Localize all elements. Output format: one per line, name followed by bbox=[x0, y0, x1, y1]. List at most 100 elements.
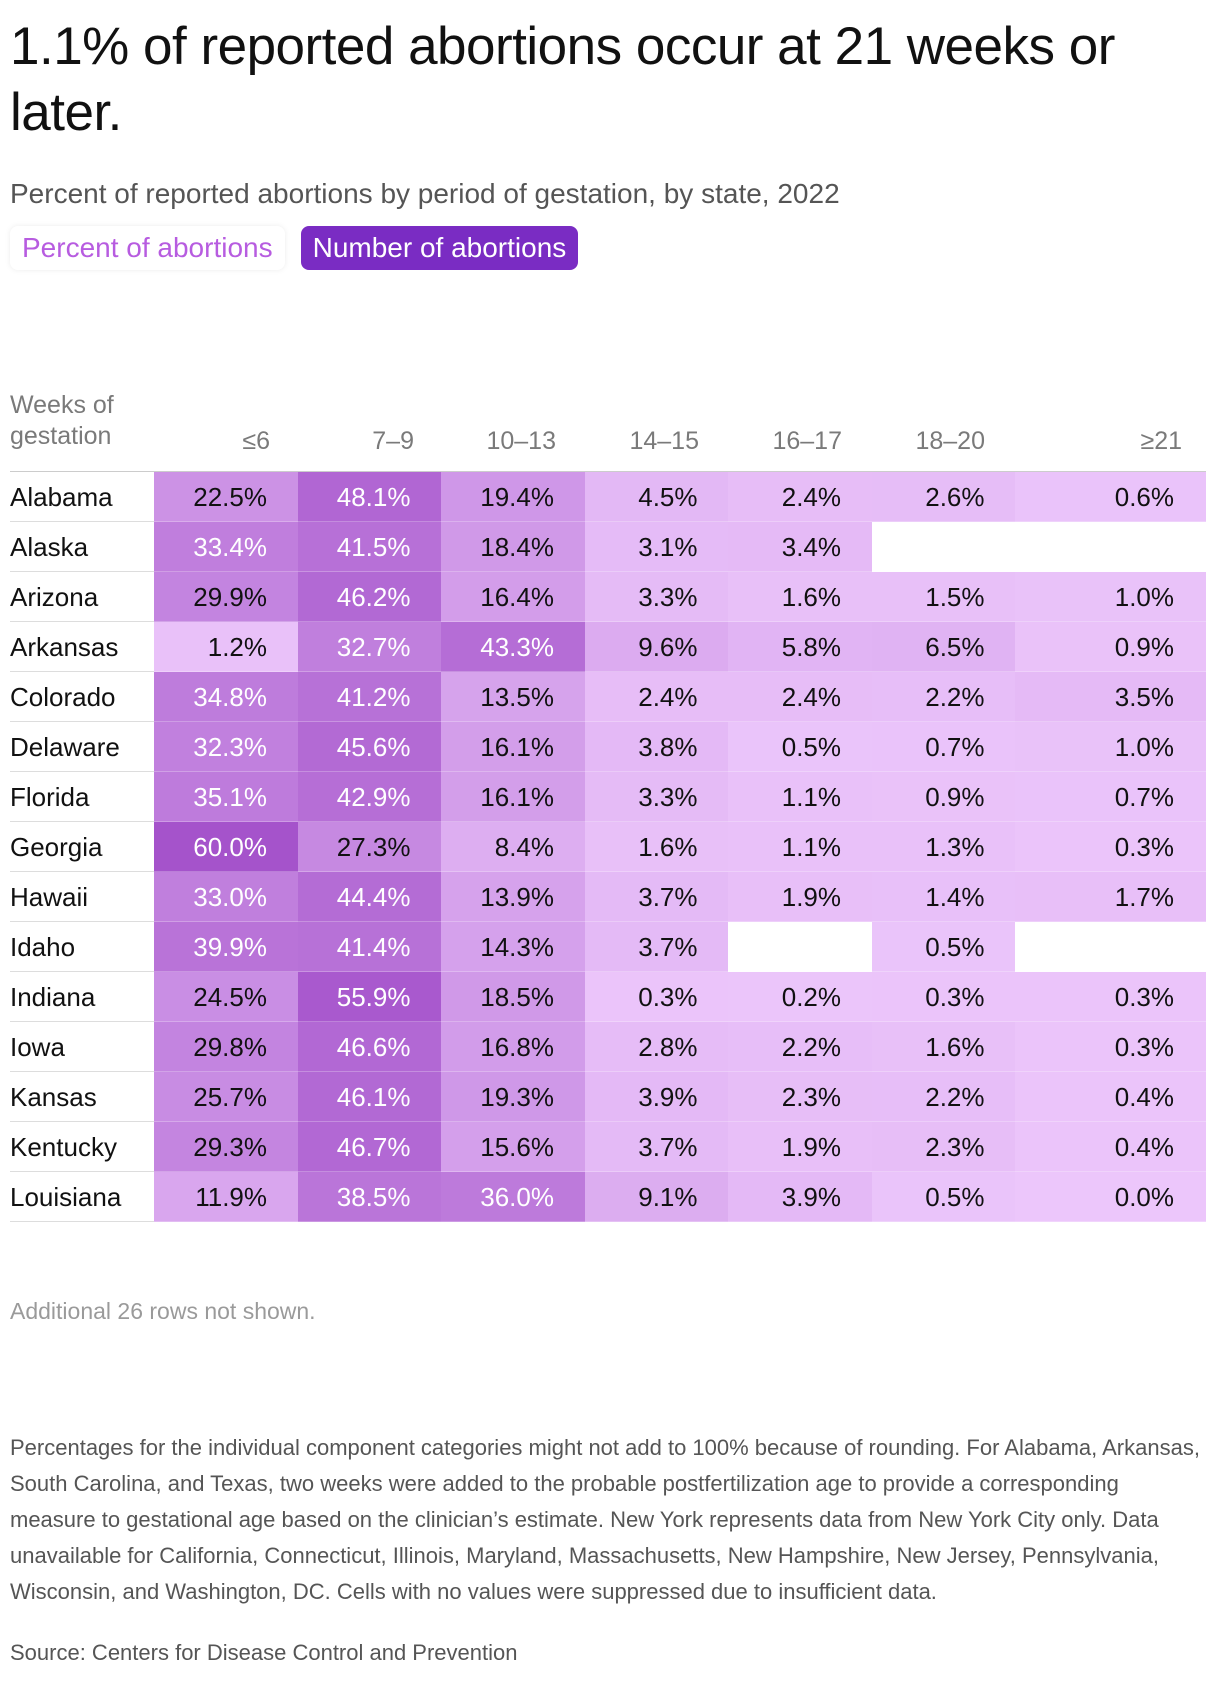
heatmap-cell[interactable]: 29.8% bbox=[154, 1022, 299, 1072]
heatmap-cell[interactable]: 3.8% bbox=[584, 722, 730, 772]
heatmap-cell[interactable]: 1.6% bbox=[584, 822, 730, 872]
heatmap-cell[interactable]: 3.9% bbox=[584, 1072, 730, 1122]
heatmap-cell[interactable]: 1.9% bbox=[728, 1122, 873, 1172]
heatmap-cell[interactable]: 46.2% bbox=[297, 572, 443, 622]
heatmap-cell[interactable]: 1.7% bbox=[1015, 872, 1206, 922]
heatmap-cell[interactable]: 15.6% bbox=[441, 1122, 586, 1172]
heatmap-cell[interactable]: 48.1% bbox=[297, 472, 443, 522]
heatmap-cell[interactable]: 19.4% bbox=[441, 472, 586, 522]
heatmap-cell[interactable]: 4.5% bbox=[584, 472, 730, 522]
heatmap-cell[interactable]: 9.1% bbox=[584, 1172, 730, 1222]
heatmap-cell[interactable]: 38.5% bbox=[297, 1172, 443, 1222]
heatmap-cell[interactable]: 18.4% bbox=[441, 522, 586, 572]
heatmap-cell[interactable]: 3.3% bbox=[584, 572, 730, 622]
heatmap-cell[interactable]: 13.5% bbox=[441, 672, 586, 722]
heatmap-cell[interactable]: 1.4% bbox=[871, 872, 1017, 922]
heatmap-cell[interactable]: 6.5% bbox=[871, 622, 1017, 672]
heatmap-cell[interactable]: 0.5% bbox=[871, 922, 1017, 972]
heatmap-cell[interactable]: 34.8% bbox=[154, 672, 299, 722]
heatmap-cell[interactable]: 18.5% bbox=[441, 972, 586, 1022]
heatmap-cell[interactable]: 16.4% bbox=[441, 572, 586, 622]
heatmap-cell[interactable]: 2.4% bbox=[584, 672, 730, 722]
heatmap-cell[interactable]: 29.3% bbox=[154, 1122, 299, 1172]
heatmap-cell[interactable]: 25.7% bbox=[154, 1072, 299, 1122]
heatmap-cell[interactable]: 55.9% bbox=[297, 972, 443, 1022]
column-header[interactable]: 7–9 bbox=[372, 427, 414, 455]
heatmap-cell[interactable]: 1.0% bbox=[1015, 722, 1206, 772]
heatmap-cell[interactable]: 14.3% bbox=[441, 922, 586, 972]
heatmap-cell[interactable]: 46.1% bbox=[297, 1072, 443, 1122]
heatmap-cell[interactable]: 16.8% bbox=[441, 1022, 586, 1072]
heatmap-cell[interactable]: 60.0% bbox=[154, 822, 299, 872]
heatmap-cell[interactable]: 0.7% bbox=[1015, 772, 1206, 822]
heatmap-cell[interactable]: 9.6% bbox=[584, 622, 730, 672]
heatmap-cell[interactable]: 3.4% bbox=[728, 522, 873, 572]
heatmap-cell[interactable]: 22.5% bbox=[154, 472, 299, 522]
heatmap-cell[interactable]: 33.0% bbox=[154, 872, 299, 922]
heatmap-cell[interactable]: 1.1% bbox=[728, 772, 873, 822]
column-header[interactable]: ≤6 bbox=[242, 427, 270, 455]
heatmap-cell[interactable]: 16.1% bbox=[441, 772, 586, 822]
heatmap-cell[interactable]: 2.3% bbox=[728, 1072, 873, 1122]
heatmap-cell[interactable]: 2.4% bbox=[728, 672, 873, 722]
heatmap-cell[interactable]: 2.2% bbox=[728, 1022, 873, 1072]
heatmap-cell[interactable]: 16.1% bbox=[441, 722, 586, 772]
heatmap-cell[interactable] bbox=[1015, 522, 1206, 572]
heatmap-cell[interactable]: 35.1% bbox=[154, 772, 299, 822]
heatmap-cell[interactable]: 32.7% bbox=[297, 622, 443, 672]
heatmap-cell[interactable]: 1.6% bbox=[728, 572, 873, 622]
heatmap-cell[interactable]: 43.3% bbox=[441, 622, 586, 672]
heatmap-cell[interactable]: 1.3% bbox=[871, 822, 1017, 872]
heatmap-cell[interactable]: 0.3% bbox=[584, 972, 730, 1022]
heatmap-cell[interactable]: 3.7% bbox=[584, 1122, 730, 1172]
heatmap-cell[interactable]: 11.9% bbox=[154, 1172, 299, 1222]
heatmap-cell[interactable]: 0.6% bbox=[1015, 472, 1206, 522]
heatmap-cell[interactable]: 0.4% bbox=[1015, 1072, 1206, 1122]
column-header[interactable]: 18–20 bbox=[915, 427, 985, 455]
heatmap-cell[interactable]: 1.9% bbox=[728, 872, 873, 922]
heatmap-cell[interactable]: 0.3% bbox=[871, 972, 1017, 1022]
heatmap-cell[interactable] bbox=[1015, 922, 1206, 972]
heatmap-cell[interactable]: 32.3% bbox=[154, 722, 299, 772]
heatmap-cell[interactable]: 1.6% bbox=[871, 1022, 1017, 1072]
heatmap-cell[interactable]: 3.7% bbox=[584, 872, 730, 922]
number-of-abortions-toggle[interactable]: Number of abortions bbox=[300, 226, 579, 270]
percent-of-abortions-toggle[interactable]: Percent of abortions bbox=[10, 226, 285, 270]
heatmap-cell[interactable]: 42.9% bbox=[297, 772, 443, 822]
heatmap-cell[interactable]: 2.2% bbox=[871, 672, 1017, 722]
heatmap-cell[interactable]: 0.7% bbox=[871, 722, 1017, 772]
heatmap-cell[interactable]: 24.5% bbox=[154, 972, 299, 1022]
heatmap-cell[interactable]: 27.3% bbox=[297, 822, 443, 872]
heatmap-cell[interactable]: 33.4% bbox=[154, 522, 299, 572]
heatmap-cell[interactable]: 19.3% bbox=[441, 1072, 586, 1122]
heatmap-cell[interactable]: 44.4% bbox=[297, 872, 443, 922]
heatmap-cell[interactable]: 0.0% bbox=[1015, 1172, 1206, 1222]
heatmap-cell[interactable]: 1.5% bbox=[871, 572, 1017, 622]
heatmap-cell[interactable]: 0.3% bbox=[1015, 1022, 1206, 1072]
heatmap-cell[interactable]: 3.1% bbox=[584, 522, 730, 572]
heatmap-cell[interactable]: 3.9% bbox=[728, 1172, 873, 1222]
heatmap-cell[interactable]: 41.2% bbox=[297, 672, 443, 722]
heatmap-cell[interactable]: 0.9% bbox=[1015, 622, 1206, 672]
column-header[interactable]: ≥21 bbox=[1140, 427, 1182, 455]
heatmap-cell[interactable]: 46.7% bbox=[297, 1122, 443, 1172]
heatmap-cell[interactable]: 0.3% bbox=[1015, 972, 1206, 1022]
heatmap-cell[interactable]: 36.0% bbox=[441, 1172, 586, 1222]
heatmap-cell[interactable]: 2.2% bbox=[871, 1072, 1017, 1122]
heatmap-cell[interactable]: 1.0% bbox=[1015, 572, 1206, 622]
heatmap-cell[interactable] bbox=[728, 922, 873, 972]
heatmap-cell[interactable]: 2.8% bbox=[584, 1022, 730, 1072]
heatmap-cell[interactable]: 2.3% bbox=[871, 1122, 1017, 1172]
heatmap-cell[interactable]: 2.4% bbox=[728, 472, 873, 522]
heatmap-cell[interactable]: 39.9% bbox=[154, 922, 299, 972]
heatmap-cell[interactable]: 1.2% bbox=[154, 622, 299, 672]
heatmap-cell[interactable]: 3.5% bbox=[1015, 672, 1206, 722]
heatmap-cell[interactable]: 5.8% bbox=[728, 622, 873, 672]
heatmap-cell[interactable]: 0.5% bbox=[871, 1172, 1017, 1222]
column-header[interactable]: 14–15 bbox=[629, 427, 699, 455]
heatmap-cell[interactable]: 41.5% bbox=[297, 522, 443, 572]
heatmap-cell[interactable]: 13.9% bbox=[441, 872, 586, 922]
heatmap-cell[interactable]: 0.4% bbox=[1015, 1122, 1206, 1172]
heatmap-cell[interactable]: 2.6% bbox=[871, 472, 1017, 522]
heatmap-cell[interactable]: 0.9% bbox=[871, 772, 1017, 822]
